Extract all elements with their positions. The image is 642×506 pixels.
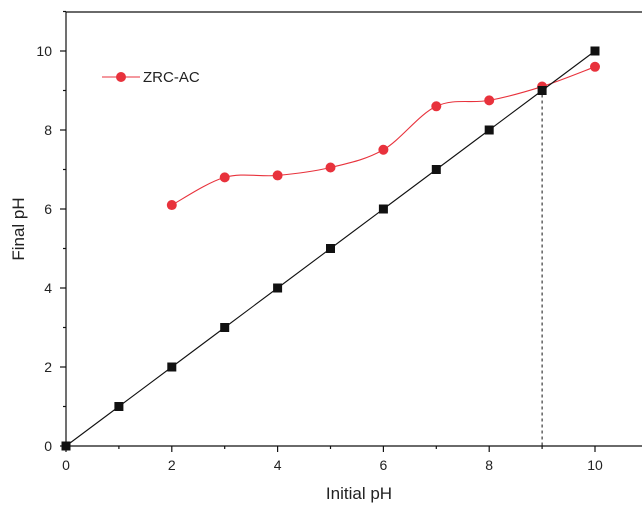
x-axis-title: Initial pH (326, 484, 392, 503)
data-point (431, 101, 442, 112)
data-point (484, 95, 495, 106)
x-tick-label: 2 (168, 457, 176, 473)
data-point (484, 125, 494, 135)
x-tick-label: 10 (587, 457, 603, 473)
data-point (273, 283, 283, 293)
data-point (220, 323, 230, 332)
data-point (590, 61, 600, 72)
y-tick-label: 8 (44, 122, 52, 138)
x-tick-label: 6 (380, 457, 388, 473)
data-point (272, 170, 283, 181)
data-point (114, 402, 124, 411)
data-series (61, 46, 600, 451)
x-tick-label: 8 (485, 457, 493, 473)
data-point (378, 204, 388, 214)
plot-frame (65, 11, 642, 447)
data-point (537, 86, 547, 95)
axis-ticks: 0 2 4 6 8 10 0 2 4 6 8 10 (36, 10, 603, 473)
y-axis-title: Final pH (9, 197, 28, 260)
legend: ZRC-AC (102, 69, 200, 86)
data-point (590, 46, 600, 56)
data-point (378, 144, 389, 155)
data-point (167, 362, 177, 372)
y-tick-label: 2 (44, 359, 52, 375)
legend-label: ZRC-AC (143, 69, 200, 86)
x-tick-label: 0 (62, 457, 70, 473)
y-tick-label: 4 (44, 280, 52, 296)
data-point (431, 165, 441, 174)
legend-swatch-marker (116, 72, 126, 82)
y-tick-label: 6 (44, 201, 52, 217)
data-point (166, 200, 177, 211)
series-0 (166, 61, 600, 211)
y-tick-label: 10 (36, 43, 52, 59)
data-point (61, 441, 71, 451)
x-tick-label: 4 (274, 457, 282, 473)
data-point (219, 172, 230, 183)
data-point (326, 244, 335, 253)
series-1 (61, 46, 600, 451)
series-line (171, 66, 596, 206)
y-tick-label: 0 (44, 438, 52, 454)
data-point (325, 162, 336, 173)
